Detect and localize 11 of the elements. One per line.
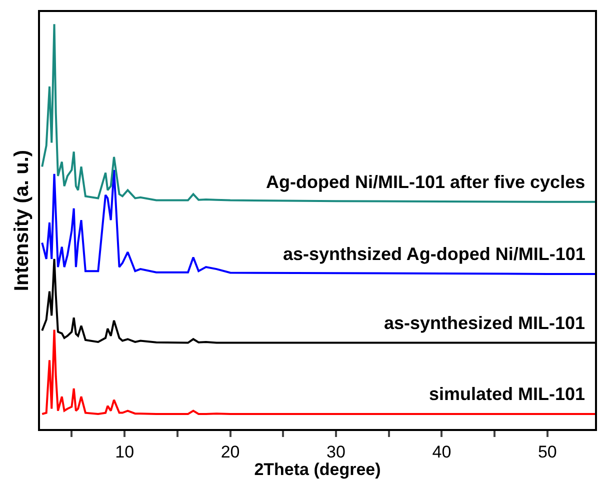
series-label: simulated MIL-101	[429, 384, 586, 404]
x-tick-label: 10	[115, 442, 134, 462]
series-label: Ag-doped Ni/MIL-101 after five cycles	[266, 172, 586, 192]
series-label: as-synthsized Ag-doped Ni/MIL-101	[283, 244, 586, 264]
x-tick-label: 50	[538, 442, 557, 462]
x-axis-title: 2Theta (degree)	[254, 460, 381, 479]
series-label: as-synthesized MIL-101	[384, 313, 586, 333]
x-tick-label: 20	[220, 442, 240, 462]
x-tick-label: 30	[326, 442, 346, 462]
x-tick-label: 40	[432, 442, 452, 462]
y-axis-title: Intensity (a. u.)	[11, 150, 33, 292]
